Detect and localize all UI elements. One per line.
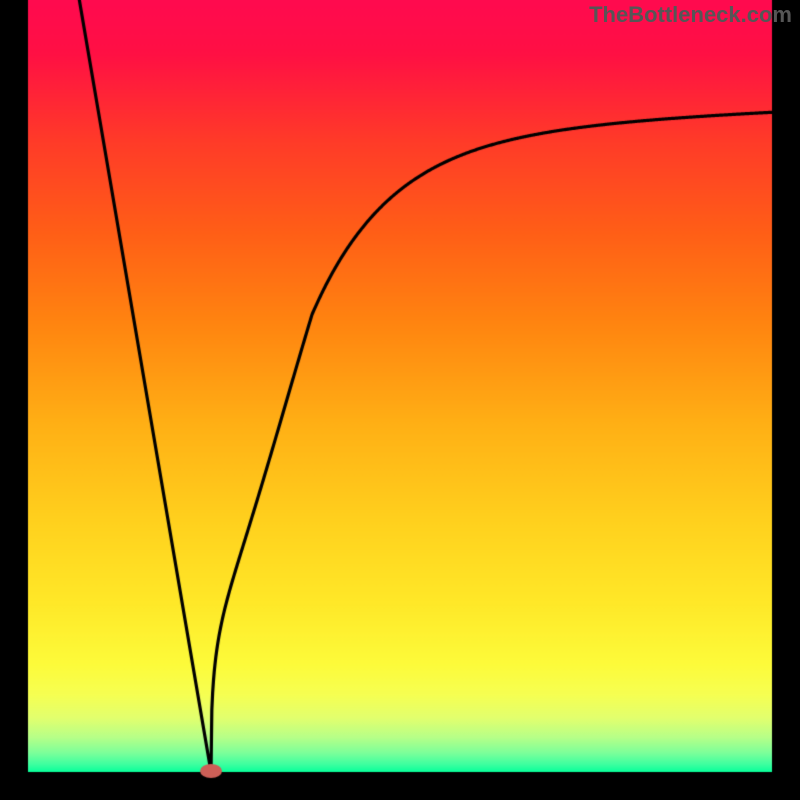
watermark-text: TheBottleneck.com	[589, 2, 792, 28]
bottleneck-chart	[0, 0, 800, 800]
